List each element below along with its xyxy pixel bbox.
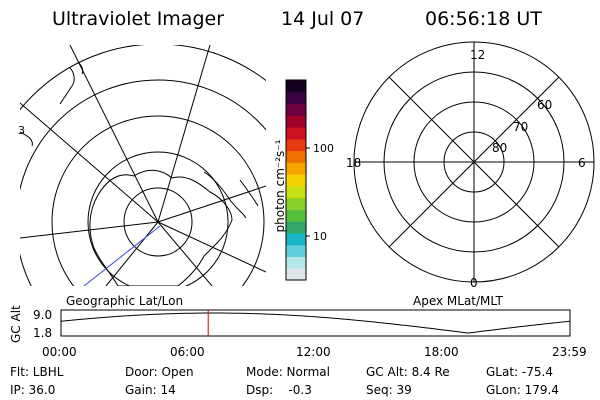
mlt-label-0: 0: [470, 276, 478, 290]
mlt-label-18: 18: [346, 156, 362, 170]
south-america-coast: [239, 179, 259, 207]
mlt-label-6: 6: [578, 156, 586, 170]
info-gain: Gain: 14: [125, 383, 176, 397]
colorbar-stripe: [286, 103, 306, 116]
instrument-title: Ultraviolet Imager: [52, 8, 225, 30]
mlat-label-60: 60: [537, 98, 553, 112]
info-seq: Seq: 39: [366, 383, 412, 397]
geo-edge-label: 3: [18, 124, 25, 137]
colorbar-label-10: 10: [313, 230, 327, 243]
info-ip: IP: 36.0: [10, 383, 56, 397]
altitude-xtick-1800: 18:00: [424, 345, 459, 359]
colorbar-stripe: [286, 115, 306, 128]
colorbar-stripe: [286, 221, 306, 234]
colorbar-stripe: [286, 197, 306, 210]
info-door: Door: Open: [125, 365, 194, 379]
satellite-track: [83, 225, 161, 286]
geo-panel-label: Geographic Lat/Lon: [66, 294, 184, 308]
colorbar-stripe: [286, 138, 306, 152]
colorbar-stripe: [286, 209, 306, 222]
colorbar-stripe: [286, 232, 306, 246]
altitude-curve: [60, 312, 571, 334]
colorbar-stripe: [286, 244, 306, 257]
altitude-ylabel: GC Alt: [9, 305, 23, 343]
date-label: 14 Jul 07: [281, 8, 365, 30]
altitude-xtick-0600: 06:00: [170, 345, 205, 359]
antarctica-coast: [89, 169, 233, 286]
info-gc-alt: GC Alt: 8.4 Re: [366, 365, 450, 379]
info-glon: GLon: 179.4: [486, 383, 559, 397]
altitude-xtick-1200: 12:00: [296, 345, 331, 359]
mlt-label-12: 12: [470, 48, 486, 62]
colorbar: [286, 80, 306, 281]
info-mode: Mode: Normal: [246, 365, 330, 379]
altitude-xtick-0000: 00:00: [42, 345, 77, 359]
colorbar-frame: [285, 79, 307, 281]
colorbar-stripe: [286, 268, 306, 281]
australia-coast: [20, 131, 33, 147]
altitude-ytick-low: 1.8: [33, 326, 53, 340]
geographic-map: [20, 45, 266, 286]
colorbar-stripe: [286, 256, 306, 269]
colorbar-unit: photon cm⁻²s⁻¹: [273, 139, 287, 233]
mlt-polar-plot: [353, 41, 595, 283]
altitude-ytick-high: 9.0: [33, 308, 53, 322]
altitude-plot: [60, 309, 571, 337]
altitude-xtick-2359: 23:59: [552, 345, 587, 359]
peninsula-coast: [203, 171, 247, 219]
info-dsp: Dsp: -0.3: [246, 383, 312, 397]
info-filter: Flt: LBHL: [10, 365, 64, 379]
colorbar-stripe: [286, 174, 306, 187]
new-zealand-coast: [59, 61, 84, 105]
colorbar-stripe: [286, 127, 306, 140]
colorbar-stripe: [286, 150, 306, 163]
info-glat: GLat: -75.4: [486, 365, 553, 379]
colorbar-stripe: [286, 185, 306, 199]
mlt-panel-label: Apex MLat/MLT: [413, 294, 503, 308]
mlat-label-70: 70: [513, 120, 529, 134]
colorbar-stripe: [286, 80, 306, 93]
mlat-label-80: 80: [492, 141, 508, 155]
colorbar-label-100: 100: [313, 142, 334, 155]
colorbar-stripe: [286, 91, 306, 105]
time-label: 06:56:18 UT: [425, 8, 542, 30]
colorbar-stripe: [286, 162, 306, 175]
